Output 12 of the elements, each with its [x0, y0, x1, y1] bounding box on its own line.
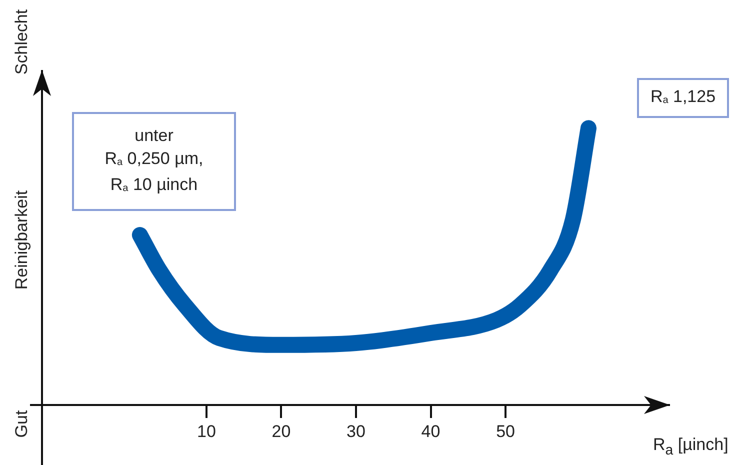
- text: Schlecht: [11, 9, 32, 75]
- annotation: unter R$_{a}$ 0,250 µm, R$_{a}$ 10 µinch: [104, 125, 204, 196]
- x-tick-label: 10: [197, 422, 216, 441]
- text: Gut: [11, 410, 32, 438]
- x-tick-label: 40: [421, 422, 440, 441]
- note-box: R$_{a}$ 1,125: [637, 78, 729, 118]
- x-tick-label: 20: [272, 422, 291, 441]
- x-tick-label: 50: [496, 422, 515, 441]
- y-axis-title: Reinigbarkeit: [11, 190, 32, 290]
- x-axis-title: R$_{a}$ [µinch]: [653, 434, 728, 460]
- x-tick-label: 30: [346, 422, 366, 441]
- note-box: unter R$_{a}$ 0,250 µm, R$_{a}$ 10 µinch: [72, 112, 236, 211]
